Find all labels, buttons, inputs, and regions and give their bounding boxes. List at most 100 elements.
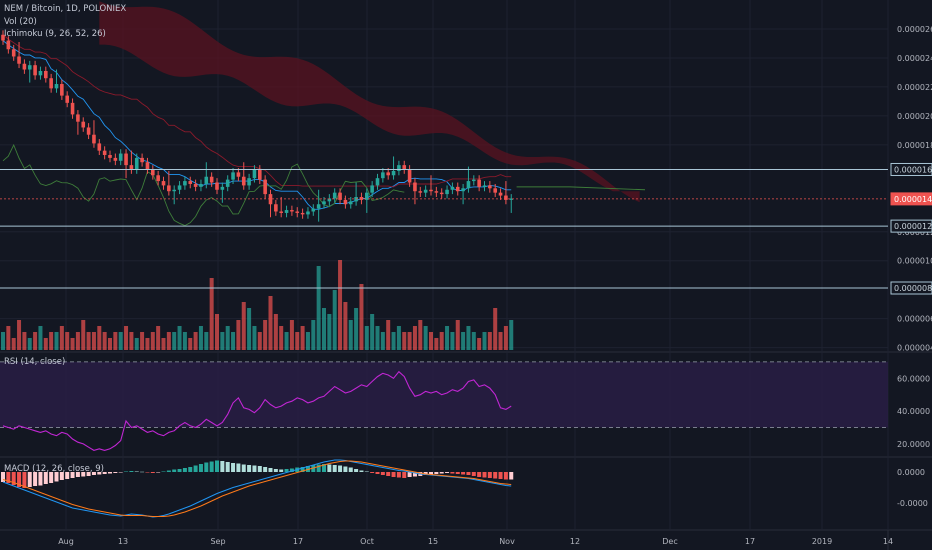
candle-body [38,70,43,76]
chikou-span-line [2,143,405,227]
candle [477,175,481,192]
candle [65,91,69,108]
volume-bar [391,332,396,350]
volume-bar [386,320,391,350]
volume-bar [359,284,364,350]
volume-bar [300,326,305,350]
candle-body [477,179,481,187]
candle [268,189,273,218]
volume-bar [102,332,107,350]
volume-bar [177,326,182,350]
candle-body [295,211,300,213]
macd-histogram-bar [49,472,54,483]
volume-bar [434,338,439,350]
macd-histogram-bar [38,472,43,486]
volume-bar [198,326,203,350]
volume-bar [445,326,450,350]
volume-bar [487,332,492,350]
candle-body [156,175,160,182]
candle-body [92,134,96,144]
candle [86,123,91,140]
macd-histogram-bar [380,472,385,475]
volume-bar [380,332,385,350]
candle-body [134,157,139,170]
macd-histogram-bar [11,472,16,485]
candle-body [86,127,91,135]
candle [306,207,310,219]
candle [348,197,353,209]
candle [193,179,198,192]
candle [290,205,294,216]
volume-bar [429,332,433,350]
volume-bar [423,326,428,350]
candle [188,176,193,189]
volume-bar [97,326,102,350]
kijun-sen-line [2,34,512,188]
volume-bar [503,326,508,350]
volume-bar [509,320,514,350]
time-tick-label: 2019 [812,537,832,546]
price-tick-label: 0.00001800 [897,141,932,150]
macd-histogram-bar [509,472,514,480]
candle-body [215,182,219,190]
macd-histogram-bar [124,471,129,472]
macd-histogram-bar [27,472,32,487]
candle-body [177,185,182,190]
volume-bar [193,332,198,350]
candle [97,139,102,155]
candle-body [27,65,32,70]
candle [220,182,225,203]
candle-body [172,189,176,192]
candle [391,156,396,180]
volume-bar [81,320,86,350]
time-tick-label: Aug [58,537,74,546]
volume-bar [439,332,444,350]
candle [504,181,508,205]
candle [33,60,37,80]
macd-histogram-bar [423,472,428,475]
volume-bar [27,338,32,350]
macd-histogram-bar [118,472,123,473]
volume-bar [11,338,16,350]
volume-bar [338,260,343,350]
candle [108,150,112,163]
candle [413,178,417,205]
volume-bar [396,326,401,350]
macd-histogram-bar [252,465,257,472]
macd-histogram-bar [503,472,508,480]
candle-body [365,192,369,200]
volume-bar [188,338,193,350]
rsi-tick-label: 20.0000 [897,440,930,449]
volume-bar [220,332,225,350]
volume-bar [17,320,22,350]
volume-bar [354,308,359,350]
volume-bar [124,326,129,350]
volume-bar [150,332,155,350]
macd-histogram-bar [391,472,396,477]
macd-histogram-bar [429,472,433,475]
candle-body [70,102,75,115]
candle-body [279,211,283,213]
macd-histogram-bar [1,472,5,482]
volume-bar [209,278,214,350]
macd-histogram-bar [482,472,487,478]
candle [172,185,176,205]
volume-bar [75,332,80,350]
macd-histogram-bar [354,469,359,472]
candle-body [183,181,187,186]
candle-body [151,169,155,176]
macd-histogram-bar [43,472,48,484]
macd-histogram-bar [113,472,118,473]
macd-histogram-bar [75,472,80,477]
candle [247,173,251,190]
volume-bar [252,326,257,350]
candle [161,176,166,190]
candle [70,98,75,119]
price-level-label: 0.00001239 [894,222,932,231]
candle [402,160,407,174]
candle [60,79,64,100]
candle [295,207,300,218]
candle [38,66,43,80]
volume-bar [493,308,498,350]
